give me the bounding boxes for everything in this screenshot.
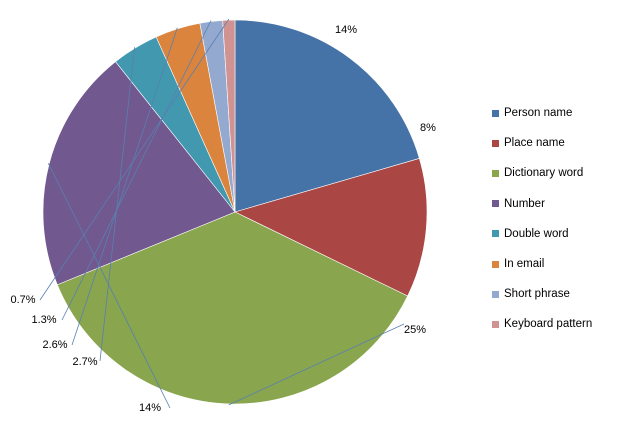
data-label: 14% — [335, 24, 357, 36]
legend-swatch — [492, 169, 499, 177]
legend-label: Dictionary word — [504, 167, 584, 180]
legend-item: Place name — [492, 128, 616, 158]
legend: Person name Place name Dictionary word Numb… — [492, 98, 616, 340]
legend-swatch — [492, 320, 499, 328]
pie-slice-place-name — [234, 158, 428, 297]
legend-item: Number — [492, 189, 616, 219]
data-labels: 14% 8% 25% 14% 2.7% 2.6% 1.3% 0.7% — [10, 24, 436, 414]
legend-label: Number — [504, 197, 545, 210]
legend-label: Place name — [504, 137, 565, 150]
data-label: 1.3% — [31, 314, 56, 326]
legend-item: Person name — [492, 98, 616, 128]
legend-item: In email — [492, 249, 616, 279]
legend-label: Double word — [504, 227, 569, 240]
data-label: 2.6% — [42, 339, 67, 351]
legend-swatch — [492, 109, 499, 117]
legend-label: Person name — [504, 107, 573, 120]
leader-line — [47, 163, 171, 409]
legend-label: In email — [504, 258, 545, 271]
data-label: 14% — [139, 402, 161, 414]
leader-line — [99, 47, 135, 362]
data-label: 25% — [404, 324, 426, 336]
legend-swatch — [492, 230, 499, 238]
legend-item: Short phrase — [492, 279, 616, 309]
leader-lines — [39, 18, 405, 409]
legend-swatch — [492, 200, 499, 208]
legend-item: Keyboard pattern — [492, 309, 616, 339]
legend-label: Keyboard pattern — [504, 318, 593, 331]
legend-label: Short phrase — [504, 288, 570, 301]
pie-slice-dictionary-word — [56, 211, 409, 405]
pie-slice-number — [42, 61, 236, 286]
data-label: 0.7% — [10, 294, 35, 306]
pie-slice-person-name — [234, 19, 420, 213]
leader-line — [228, 323, 405, 406]
pie-slices — [42, 19, 428, 405]
leader-line — [61, 20, 212, 321]
leader-line — [39, 18, 230, 301]
legend-swatch — [492, 260, 499, 268]
legend-item: Double word — [492, 219, 616, 249]
data-label: 8% — [420, 122, 436, 134]
legend-swatch — [492, 139, 499, 147]
legend-item: Dictionary word — [492, 158, 616, 188]
leader-line — [71, 27, 178, 346]
legend-swatch — [492, 290, 499, 298]
data-label: 2.7% — [72, 356, 97, 368]
pie-slice-keyboard-pattern — [222, 19, 236, 213]
